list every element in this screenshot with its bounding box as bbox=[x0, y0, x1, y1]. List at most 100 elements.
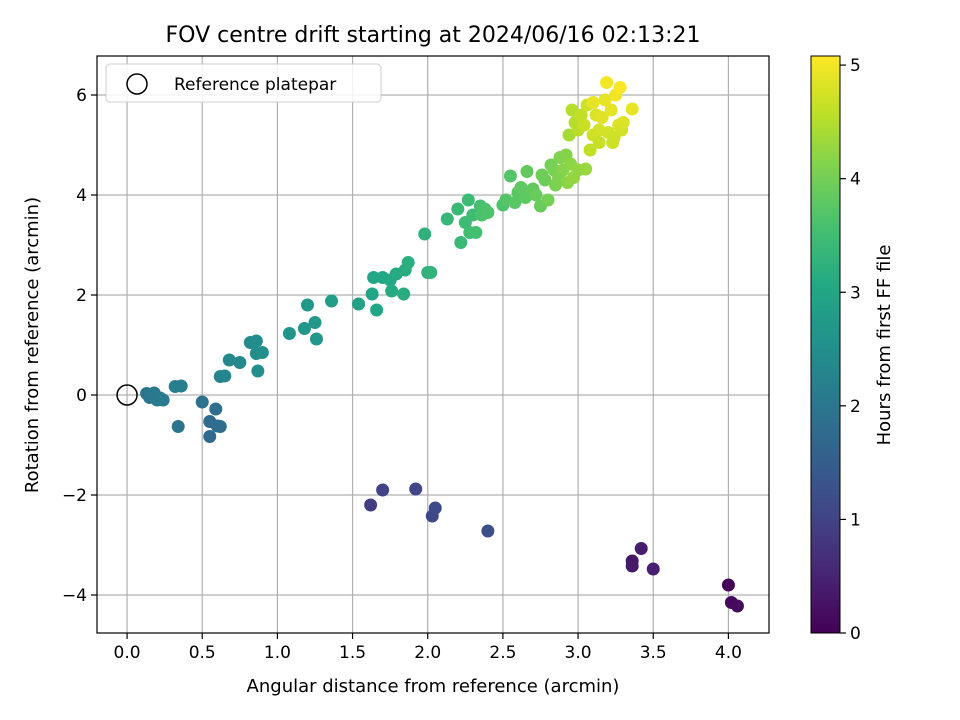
colorbar-tick-label: 1 bbox=[850, 510, 861, 530]
colorbar-tick-label: 5 bbox=[850, 56, 861, 76]
y-tick-label: 6 bbox=[76, 86, 87, 106]
data-point bbox=[634, 542, 648, 555]
data-point bbox=[309, 332, 323, 346]
data-point bbox=[428, 501, 442, 515]
data-point bbox=[209, 402, 223, 416]
data-point bbox=[604, 103, 618, 117]
data-point bbox=[440, 212, 454, 226]
data-point bbox=[466, 208, 480, 222]
data-point bbox=[409, 482, 423, 496]
data-point bbox=[625, 102, 639, 116]
data-point bbox=[282, 327, 296, 340]
data-point bbox=[203, 430, 217, 443]
data-point bbox=[514, 181, 528, 194]
y-tick-label: −4 bbox=[62, 586, 87, 606]
x-tick-label: 1.5 bbox=[339, 643, 366, 663]
y-tick-label: −2 bbox=[62, 486, 87, 506]
data-point bbox=[251, 364, 265, 378]
y-axis-label: Rotation from reference (arcmin) bbox=[22, 197, 43, 493]
data-point bbox=[598, 93, 612, 107]
legend-marker-icon bbox=[126, 73, 148, 95]
x-tick-label: 3.5 bbox=[640, 643, 667, 663]
data-point bbox=[255, 346, 269, 359]
data-point bbox=[595, 111, 609, 124]
data-point bbox=[625, 559, 639, 573]
data-point bbox=[156, 393, 170, 407]
data-point bbox=[424, 266, 438, 279]
x-tick-label: 3.0 bbox=[565, 643, 592, 663]
data-point bbox=[376, 483, 390, 497]
data-point bbox=[367, 271, 381, 284]
data-point bbox=[730, 599, 744, 613]
data-point bbox=[481, 524, 495, 538]
y-tick-label: 2 bbox=[76, 286, 87, 306]
chart-title: FOV centre drift starting at 2024/06/16 … bbox=[166, 23, 701, 48]
data-point bbox=[325, 294, 339, 308]
data-point bbox=[195, 395, 209, 409]
data-point bbox=[481, 206, 495, 219]
data-point bbox=[222, 353, 236, 367]
x-tick-label: 0.0 bbox=[114, 643, 141, 663]
y-tick-label: 0 bbox=[76, 386, 87, 406]
data-point bbox=[249, 334, 263, 348]
colorbar-tick-label: 0 bbox=[850, 624, 861, 644]
data-point bbox=[451, 202, 465, 216]
data-point bbox=[300, 298, 314, 312]
data-point bbox=[352, 297, 366, 311]
x-tick-label: 0.5 bbox=[189, 643, 216, 663]
data-point bbox=[364, 498, 378, 512]
data-point bbox=[508, 196, 522, 209]
colorbar-tick-label: 4 bbox=[850, 170, 861, 190]
data-point bbox=[385, 284, 399, 298]
data-point bbox=[370, 303, 384, 317]
colorbar-tick-label: 2 bbox=[850, 397, 861, 417]
x-tick-label: 1.0 bbox=[264, 643, 291, 663]
data-point bbox=[171, 420, 185, 433]
legend-label: Reference platepar bbox=[174, 75, 336, 95]
data-point bbox=[454, 236, 468, 249]
y-axis-ticks: −4 −2 0 2 4 6 bbox=[62, 86, 97, 606]
reference-marker-group bbox=[116, 384, 138, 406]
x-tick-label: 4.0 bbox=[715, 643, 742, 663]
data-point bbox=[418, 227, 432, 241]
x-axis-label: Angular distance from reference (arcmin) bbox=[247, 676, 620, 697]
colorbar-ticks: 0 1 2 3 4 5 bbox=[840, 56, 861, 644]
colorbar-label: Hours from first FF file bbox=[874, 245, 895, 446]
data-point bbox=[538, 173, 552, 187]
data-point bbox=[213, 420, 227, 433]
data-point bbox=[520, 165, 534, 178]
data-point bbox=[721, 578, 735, 592]
data-point bbox=[518, 191, 532, 204]
data-point bbox=[600, 76, 614, 89]
data-point bbox=[577, 118, 591, 132]
colorbar bbox=[810, 55, 841, 634]
data-point bbox=[583, 143, 597, 157]
data-point bbox=[397, 287, 411, 301]
data-point bbox=[646, 562, 660, 576]
x-axis-ticks: 0.0 0.5 1.0 1.5 2.0 2.5 3.0 3.5 4.0 bbox=[114, 633, 742, 663]
data-point bbox=[607, 131, 621, 144]
data-point bbox=[469, 226, 483, 239]
legend: Reference platepar bbox=[105, 63, 382, 103]
x-tick-label: 2.5 bbox=[489, 643, 516, 663]
plot-frame bbox=[96, 55, 770, 634]
data-point bbox=[579, 162, 593, 176]
data-points bbox=[140, 76, 744, 613]
data-point bbox=[613, 81, 627, 94]
data-point bbox=[503, 169, 517, 183]
data-point bbox=[233, 356, 247, 369]
data-point bbox=[297, 322, 311, 335]
data-point bbox=[592, 136, 606, 149]
data-point bbox=[401, 256, 415, 269]
data-point bbox=[308, 316, 322, 329]
reference-platepar-marker bbox=[116, 384, 138, 406]
data-point bbox=[461, 193, 475, 207]
data-point bbox=[616, 116, 630, 129]
y-tick-label: 4 bbox=[76, 186, 87, 206]
grid bbox=[97, 56, 769, 633]
data-point bbox=[529, 188, 543, 202]
data-point bbox=[365, 287, 379, 301]
data-point bbox=[174, 379, 188, 393]
x-tick-label: 2.0 bbox=[414, 643, 441, 663]
